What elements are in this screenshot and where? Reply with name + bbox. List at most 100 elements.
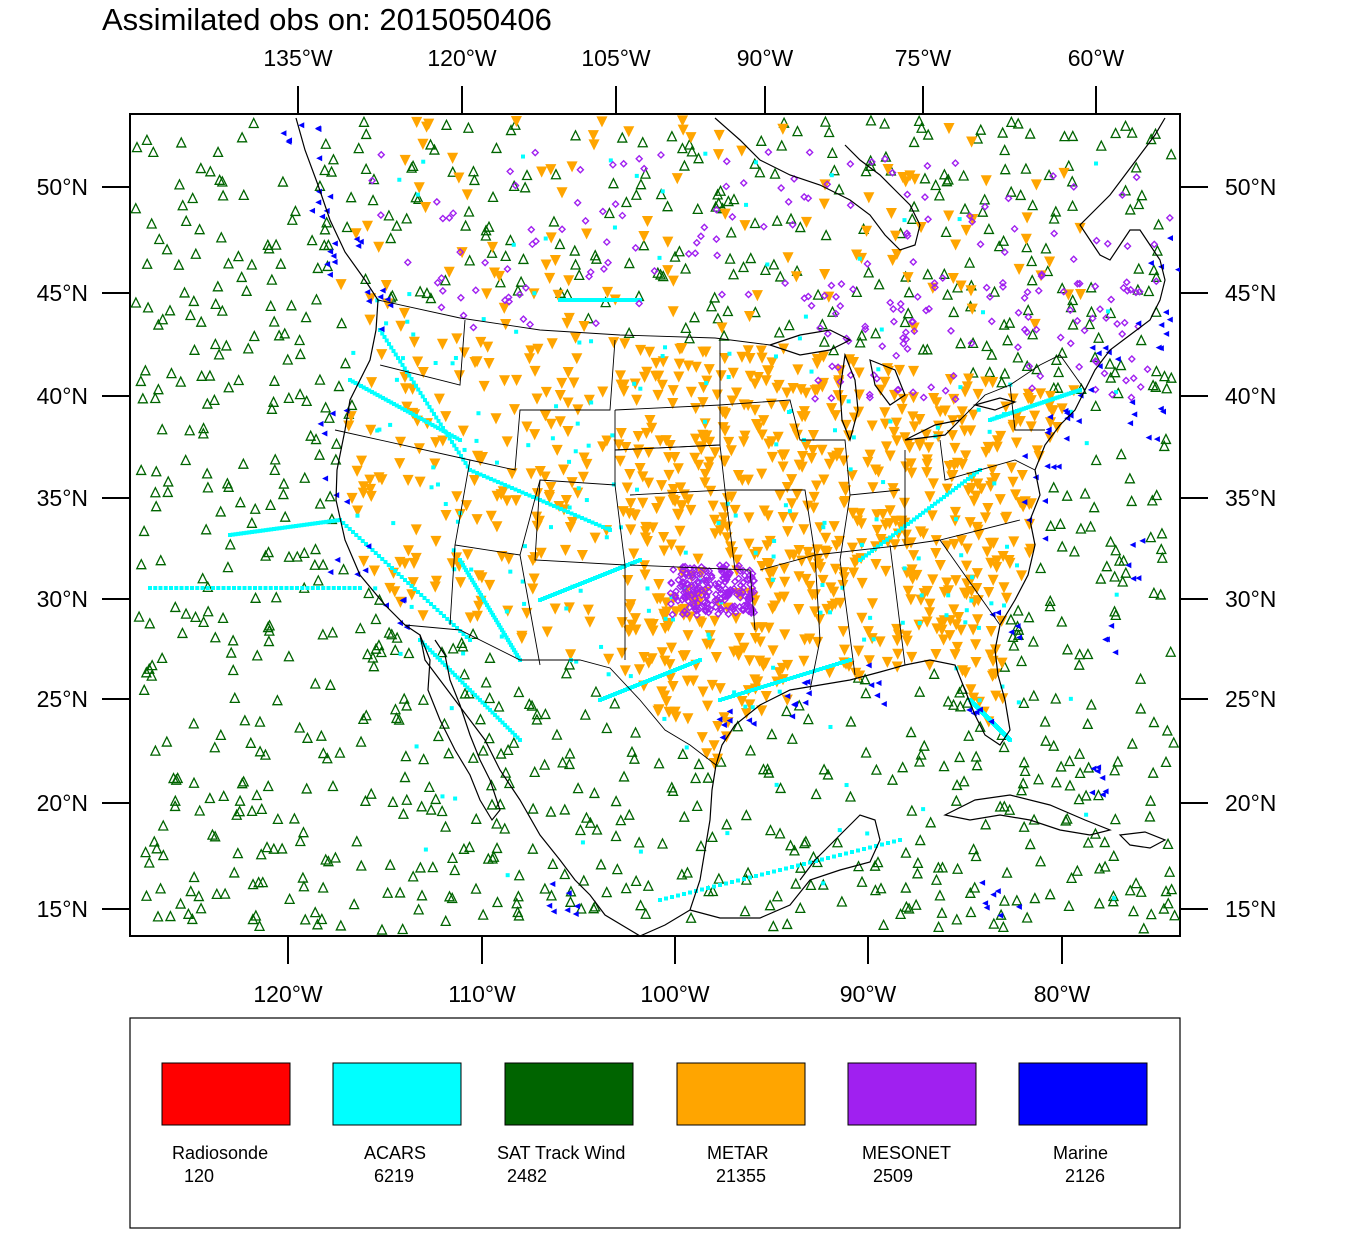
metar-marker [760,375,772,387]
sat-track-wind-marker [977,205,989,217]
metar-marker [839,495,851,508]
mesonet-marker [1143,365,1152,374]
sat-track-wind-marker [1058,130,1071,142]
acars-marker [321,520,326,525]
metar-marker [440,510,452,522]
metar-marker [560,495,572,507]
acars-marker [603,696,607,700]
acars-marker [584,498,589,503]
marine-marker [1067,412,1074,419]
sat-track-wind-marker [1107,895,1119,907]
metar-marker [578,452,590,464]
mesonet-marker [1102,314,1111,323]
sat-track-wind-marker [886,773,899,785]
sat-track-wind-marker [227,634,239,646]
metar-marker [596,116,608,128]
acars-marker [958,385,963,390]
metar-marker [964,517,976,529]
acars-marker [419,593,424,597]
sat-track-wind-marker [214,173,226,185]
acars-marker [400,356,405,361]
sat-track-wind-marker [228,866,240,878]
acars-marker [310,586,315,590]
legend-label-sat-track-wind: SAT Track Wind [497,1143,625,1163]
sat-track-wind-marker [182,907,194,919]
acars-marker [909,519,913,524]
sat-track-wind-marker [791,125,804,137]
metar-marker [545,481,557,494]
acars-marker [753,550,758,555]
marine-marker [1044,463,1051,470]
metar-marker [960,450,972,462]
mesonet-marker [681,562,690,571]
marine-marker [327,193,334,200]
acars-marker [258,528,263,533]
acars-marker [462,447,467,452]
political-borders [334,299,1086,766]
metar-marker [659,655,671,667]
canada-border [377,299,771,346]
sat-track-wind-marker [209,338,221,350]
acars-marker [511,242,516,247]
metar-marker [430,575,443,587]
acars-marker [630,685,635,689]
acars-marker [789,409,794,414]
metar-marker [682,630,694,642]
acars-marker [846,399,851,404]
sat-track-wind-marker [997,126,1009,138]
metar-marker [755,345,767,357]
acars-marker [468,575,473,580]
acars-marker [1046,398,1051,403]
acars-marker [425,599,430,603]
sat-track-wind-marker [486,798,498,810]
acars-marker [1078,388,1082,392]
sat-track-wind-marker [954,750,966,763]
sat-track-wind-marker [1090,454,1102,466]
sat-track-wind-marker [397,807,409,819]
sat-track-wind-marker [477,908,489,920]
metar-marker [417,610,429,622]
acars-marker [468,688,472,692]
mesonet-marker [1120,318,1129,327]
acars-marker [595,575,600,579]
metar-marker [879,519,892,531]
acars-marker [252,529,257,534]
sat-track-wind-marker [393,713,405,725]
metar-marker [601,435,613,447]
metar-marker [629,613,641,625]
sat-track-wind-marker [1068,545,1080,557]
sat-track-wind-marker [279,327,291,339]
mesonet-marker [1004,194,1013,203]
metar-marker [786,498,798,510]
acars-marker [957,483,961,488]
metar-marker [744,699,756,711]
acars-marker [567,459,572,464]
acars-marker [1051,397,1055,401]
sat-track-wind-marker [150,500,162,512]
acars-marker [237,586,242,590]
sat-track-wind-marker [1048,481,1060,493]
acars-marker [416,590,420,594]
marine-marker [1112,649,1119,656]
acars-marker [927,506,931,511]
metar-marker [944,615,956,627]
acars-marker [274,586,278,590]
sat-track-wind-marker [1101,560,1113,572]
metar-marker [726,395,738,407]
metar-marker [587,130,599,142]
mesonet-marker [1150,240,1159,249]
sat-track-wind-marker [642,879,654,891]
sat-track-wind-marker [744,744,757,756]
acars-marker [458,678,462,682]
sat-track-wind-marker [539,758,551,770]
acars-marker [576,514,581,519]
acars-marker [438,422,443,427]
sat-track-wind-marker [995,908,1007,920]
mesonet-marker [631,243,640,252]
metar-marker [767,603,779,615]
acars-marker [771,554,776,559]
sat-track-wind-marker [635,178,647,190]
acars-marker [555,591,560,595]
metar-marker [488,267,501,279]
sat-track-wind-marker [209,741,221,753]
